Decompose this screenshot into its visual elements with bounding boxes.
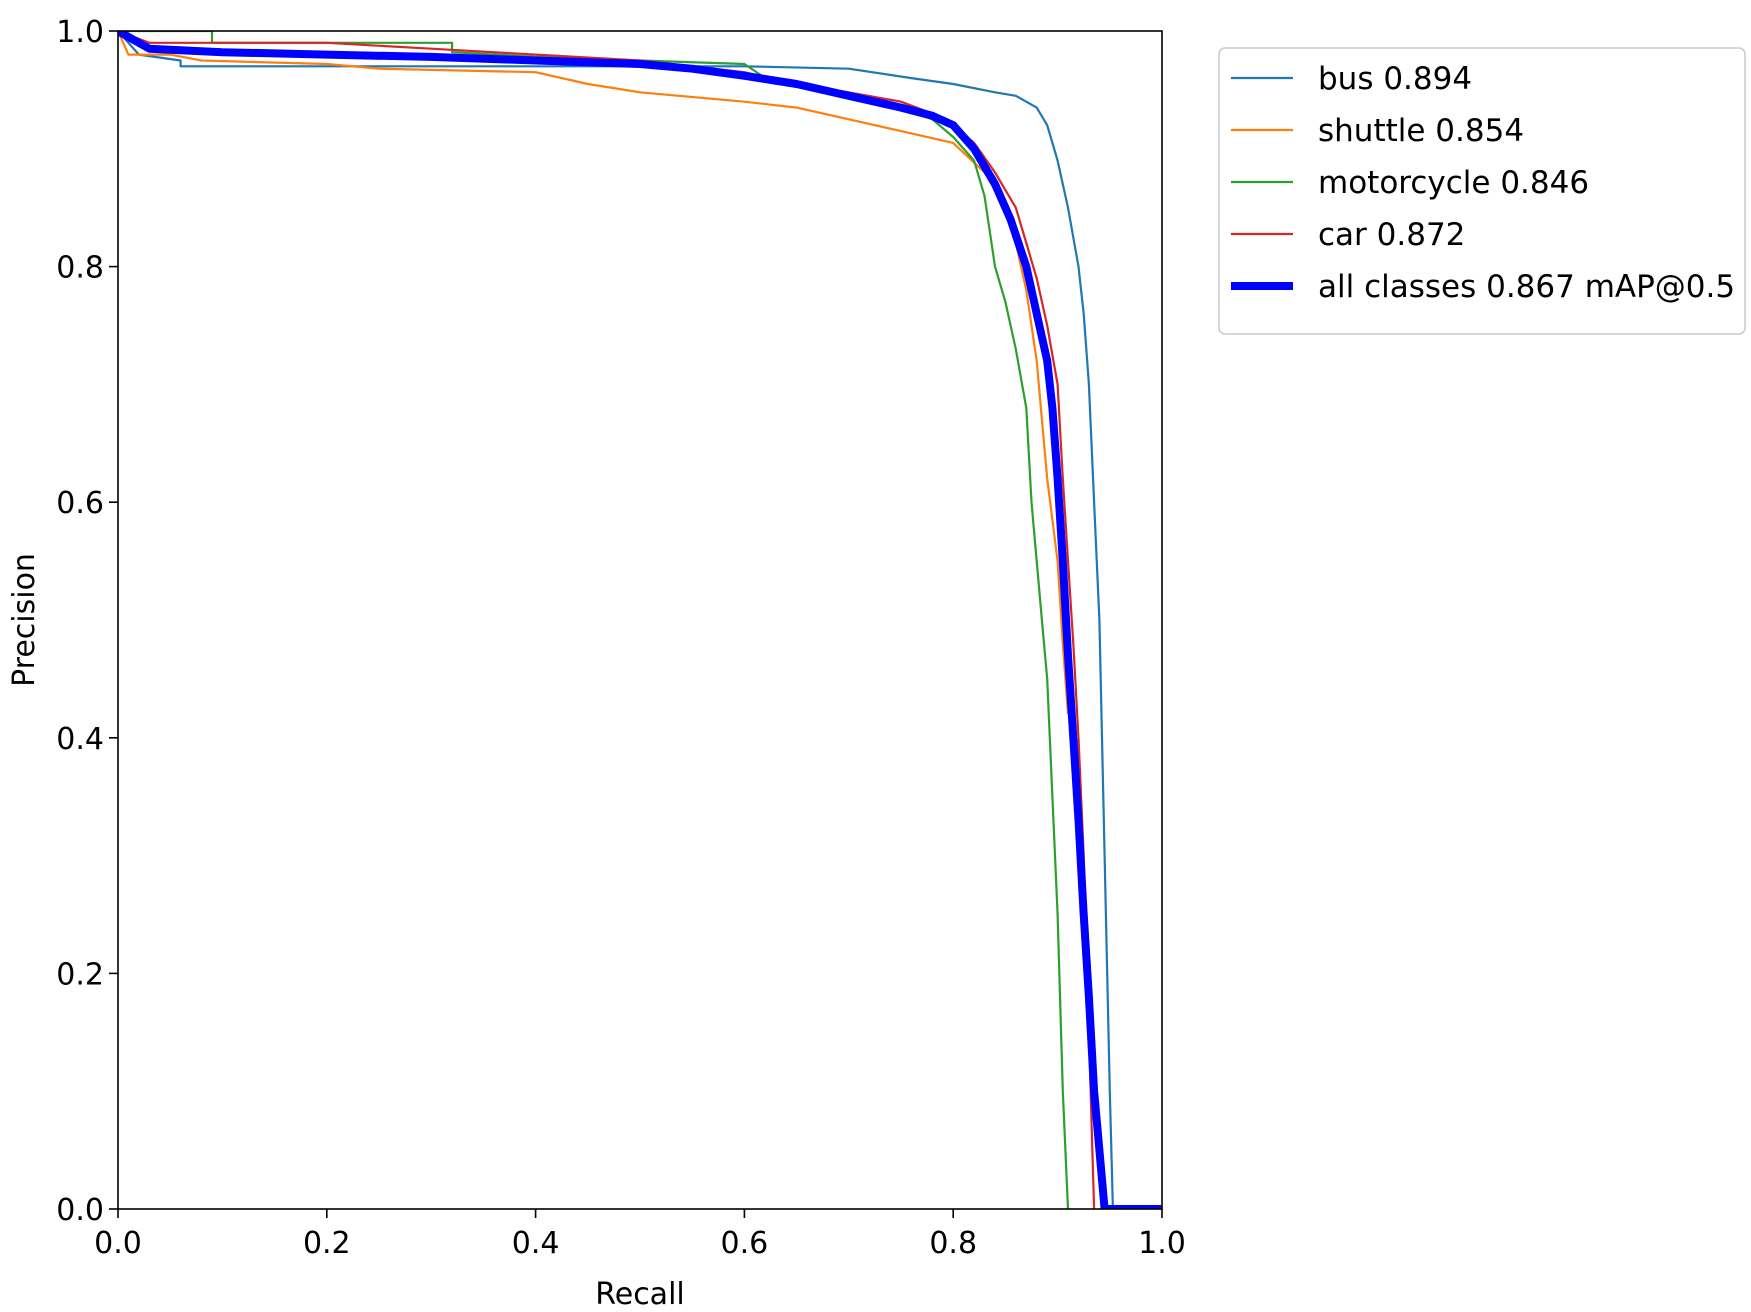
x-axis: 0.0 0.2 0.4 0.6 0.8 1.0 (94, 1209, 1186, 1261)
legend: bus 0.894 shuttle 0.854 motorcycle 0.846 ca… (1218, 47, 1746, 335)
legend-entry-label: car 0.872 (1318, 217, 1465, 253)
x-axis-title: Recall (595, 1277, 685, 1312)
y-axis: 0.0 0.2 0.4 0.6 0.8 1.0 (56, 15, 118, 1228)
legend-entry-label: shuttle 0.854 (1318, 113, 1524, 149)
x-tick-label: 1.0 (1138, 1226, 1186, 1261)
x-tick-label: 0.4 (512, 1226, 560, 1261)
y-tick-label: 0.4 (56, 722, 104, 757)
legend-box (1218, 47, 1746, 335)
plot-frame (117, 30, 1163, 1210)
x-tick-label: 0.2 (303, 1226, 351, 1261)
y-axis-title: Precision (7, 553, 42, 687)
x-tick-label: 0.8 (929, 1226, 977, 1261)
x-tick-label: 0.0 (94, 1226, 142, 1261)
series-line-4 (118, 31, 1162, 1209)
y-tick-label: 1.0 (56, 15, 104, 50)
x-tick-label: 0.6 (721, 1226, 769, 1261)
series-layer (118, 31, 1162, 1209)
series-line-2 (118, 31, 1070, 1209)
y-tick-label: 0.6 (56, 486, 104, 521)
y-tick-label: 0.8 (56, 251, 104, 286)
series-line-0 (118, 31, 1162, 1209)
y-tick-label: 0.2 (56, 957, 104, 992)
legend-entry-label: bus 0.894 (1318, 61, 1472, 97)
legend-entry-label: motorcycle 0.846 (1318, 165, 1589, 201)
legend-entry-label: all classes 0.867 mAP@0.5 (1318, 269, 1735, 305)
series-line-1 (118, 31, 1070, 715)
y-tick-label: 0.0 (56, 1193, 104, 1228)
